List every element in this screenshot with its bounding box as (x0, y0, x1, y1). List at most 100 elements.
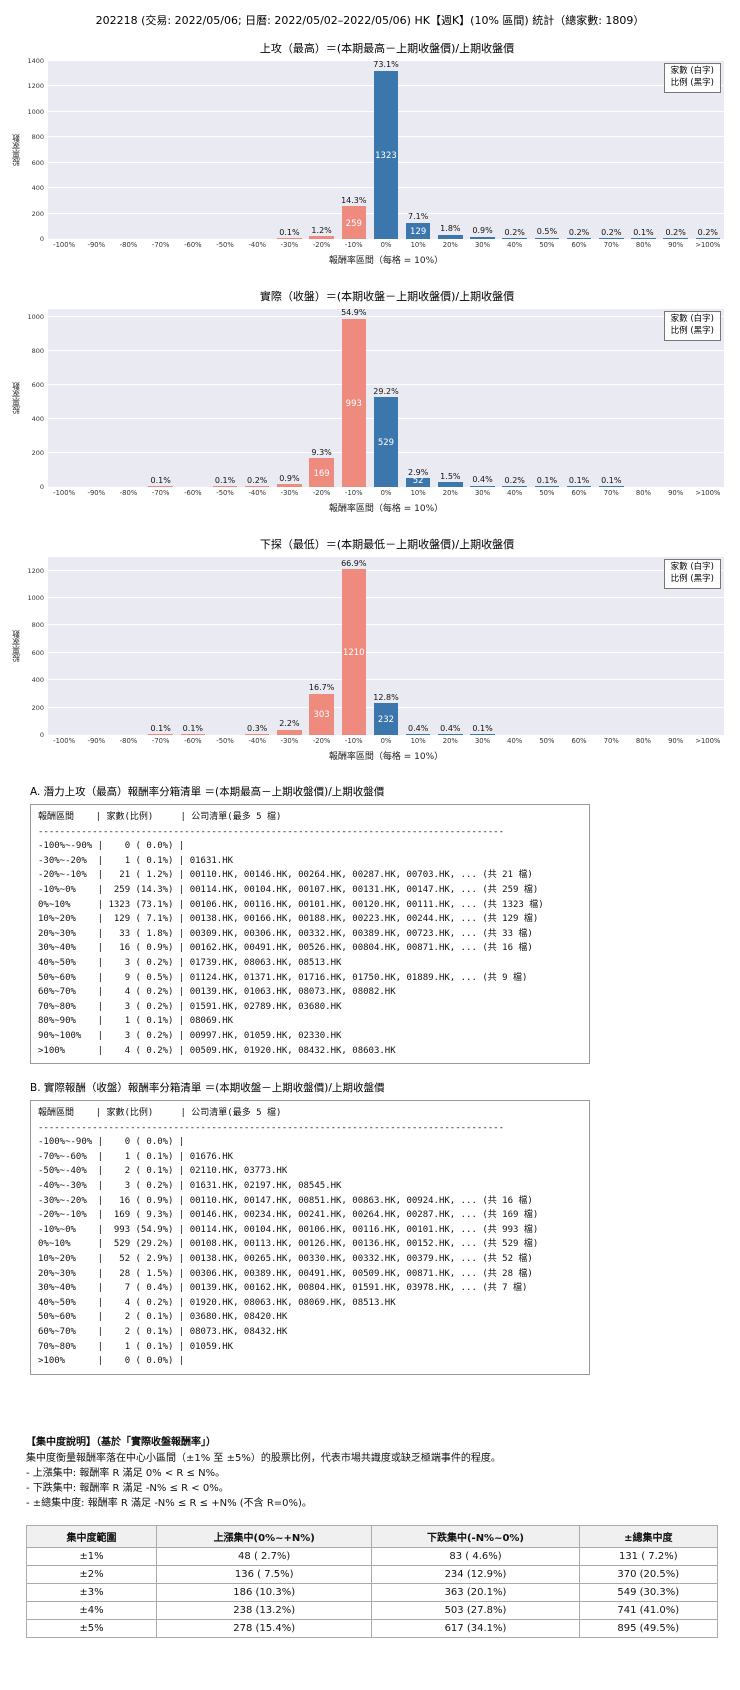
concentration-line: - 上漲集中: 報酬率 R 滿足 0% < R ≤ N%。 (26, 1467, 226, 1479)
bin-list-row: -40%~-30% | 3 ( 0.2%) | 01631.HK, 02197.… (38, 1181, 342, 1192)
bin-list-row: -20%~-10% | 169 ( 9.3%) | 00146.HK, 0023… (38, 1210, 539, 1221)
bar-percent-label: 73.1% (373, 60, 399, 70)
x-tick-label: -70% (151, 489, 170, 497)
x-tick-label: 60% (571, 737, 587, 745)
bar-count-label: 1323 (375, 150, 397, 161)
y-axis-ticks: 0 200 400 600 800 1000 (22, 309, 48, 491)
bar (438, 734, 463, 735)
bin-list-row: -30%~-20% | 1 ( 0.1%) | 01631.HK (38, 855, 234, 866)
bar-slot: 0.1% (595, 309, 627, 487)
y-tick-label: 1200 (27, 566, 44, 575)
concentration-table-cell: 549 (30.3%) (578, 1582, 719, 1602)
x-tick-label: 50% (539, 489, 555, 497)
concentration-line: 集中度衡量報酬率落在中心小區間（±1% 至 ±5%）的股票比例，代表市場共識度或… (26, 1452, 501, 1464)
concentration-table-cell: 186 (10.3%) (155, 1582, 373, 1602)
bar-slot (80, 557, 112, 735)
bin-list-section-A: A. 潛力上攻（最高）報酬率分箱清單 ＝(本期最高－上期收盤價)/上期收盤價 報酬… (30, 784, 730, 1065)
legend-entry: 比例 (黑字) (670, 77, 714, 88)
x-tick-label: -30% (280, 489, 299, 497)
bar (599, 486, 624, 487)
concentration-table-cell: 895 (49.5%) (578, 1618, 719, 1638)
x-tick-label: >100% (695, 737, 721, 745)
bar-slot (48, 557, 80, 735)
bar (438, 234, 463, 239)
bar-slot: 0.1% (177, 557, 209, 735)
x-tick-label: -70% (151, 737, 170, 745)
bar (212, 486, 238, 487)
bar-percent-label: 14.3% (341, 195, 367, 205)
bar-count-label: 303 (313, 710, 330, 721)
concentration-table-header-cell: 下跌集中(-N%~0%) (371, 1524, 580, 1548)
concentration-line: - 下跌集中: 報酬率 R 滿足 -N% ≤ R < 0%。 (26, 1482, 229, 1494)
plot-column: 0.1% 1.2% 14.3% 259 73.1% 1323 7.1% 129 1.8% 0.9%… (48, 60, 724, 266)
x-axis-ticks: -100% -90% -80% -70% -60% -50% -40% -30% -20% -10… (48, 737, 724, 745)
x-tick-label: 80% (635, 489, 652, 497)
bar-percent-label: 0.1% (601, 476, 622, 486)
concentration-table-cell: 278 (15.4%) (155, 1618, 373, 1638)
x-tick-label: >100% (695, 489, 721, 497)
bar-slot: 0.1% (145, 309, 177, 487)
bar (309, 236, 334, 239)
x-tick-label: -20% (312, 489, 331, 497)
x-tick-label: 10% (410, 737, 426, 745)
bar-slot: 14.3% 259 (338, 61, 370, 239)
y-tick-label: 200 (31, 703, 44, 712)
bar-slot: 66.9% 1210 (338, 557, 370, 735)
concentration-table-cell: 238 (13.2%) (155, 1600, 373, 1620)
bin-list-row: 10%~20% | 129 ( 7.1%) | 00138.HK, 00166.… (38, 914, 539, 925)
x-axis-ticks: -100% -90% -80% -70% -60% -50% -40% -30% -20% -10… (48, 489, 724, 497)
x-tick-label: 10% (410, 241, 426, 249)
concentration-table-header-cell: 上漲集中(0%~+N%) (155, 1524, 373, 1548)
legend-entry: 比例 (黑字) (670, 573, 714, 584)
bar-slot (80, 309, 112, 487)
x-tick-label: -80% (119, 489, 138, 497)
bar-slot (627, 309, 659, 487)
bar-percent-label: 2.9% (407, 467, 429, 477)
plot-column: 0.1% 0.1% 0.3% 2.2% 16.7% 303 66.9% 1210 12.8% 23… (48, 557, 724, 762)
x-tick-label: -90% (87, 737, 106, 745)
concentration-table-cell: ±2% (26, 1564, 157, 1584)
bar-slot (563, 557, 595, 735)
x-tick-label: -70% (151, 241, 170, 249)
bar (502, 486, 527, 487)
y-tick-label: 400 (31, 676, 44, 685)
y-tick-label: 800 (31, 133, 44, 142)
bar (277, 729, 302, 735)
bar (599, 238, 624, 239)
x-tick-label: 0% (380, 489, 392, 497)
concentration-heading: 【集中度說明】（基於「實際收盤報酬率」） (26, 1436, 216, 1448)
bar-slot: 0.2% (595, 61, 627, 239)
bin-list-row: >100% | 0 ( 0.0%) | (38, 1356, 190, 1367)
bin-list-title: A. 潛力上攻（最高）報酬率分箱清單 ＝(本期最高－上期收盤價)/上期收盤價 (30, 786, 385, 798)
bar (534, 486, 560, 487)
bar-slot (112, 557, 144, 735)
bin-list-row: -10%~0% | 259 (14.3%) | 00114.HK, 00104.… (38, 884, 539, 895)
bar-chart-attack-high: 上攻（最高）＝(本期最高－上期收盤價)/上期收盤價 股票家數 0 200 400 600 8… (10, 40, 730, 266)
bar (373, 397, 399, 487)
concentration-table-row: ±4% 238 (13.2%) 503 (27.8%) 741 (41.0%) (26, 1600, 719, 1620)
bin-list-row: 20%~30% | 28 ( 1.5%) | 00306.HK, 00389.H… (38, 1268, 533, 1279)
bar-slot: 1.8% (434, 61, 466, 239)
y-tick-label: 1000 (27, 313, 44, 322)
bar (373, 70, 399, 239)
gridline (48, 597, 724, 599)
x-tick-label: -100% (53, 737, 76, 745)
bar-percent-label: 0.3% (247, 723, 268, 733)
bin-list-divider: ----------------------------------------… (38, 1122, 504, 1133)
concentration-table-cell: 363 (20.1%) (371, 1582, 580, 1602)
bar (566, 238, 592, 239)
chart-body: 股票家數 0 200 400 600 800 1000 1200 1400 0.1% 1.2% 14.… (10, 57, 730, 266)
bar-slot: 0.1% (273, 61, 305, 239)
concentration-table-cell: 741 (41.0%) (578, 1600, 719, 1620)
legend-entry: 家數 (白字) (670, 314, 714, 324)
bar-slot: 0.1% (531, 309, 563, 487)
x-tick-label: -10% (345, 737, 363, 745)
bar-percent-label: 0.1% (182, 724, 204, 734)
x-tick-label: -60% (184, 737, 202, 745)
bin-list-row: -50%~-40% | 2 ( 0.1%) | 02110.HK, 03773.… (38, 1166, 288, 1177)
y-axis-label: 股票家數 (11, 382, 21, 414)
bin-list-header: 報酬區間 | 家數(比例) | 公司清單(最多 5 檔) (38, 1108, 282, 1119)
bar-percent-label: 66.9% (341, 558, 367, 568)
chart-body: 股票家數 0 200 400 600 800 1000 1200 0.1% 0.1% 0.3% 2.2… (10, 557, 730, 762)
